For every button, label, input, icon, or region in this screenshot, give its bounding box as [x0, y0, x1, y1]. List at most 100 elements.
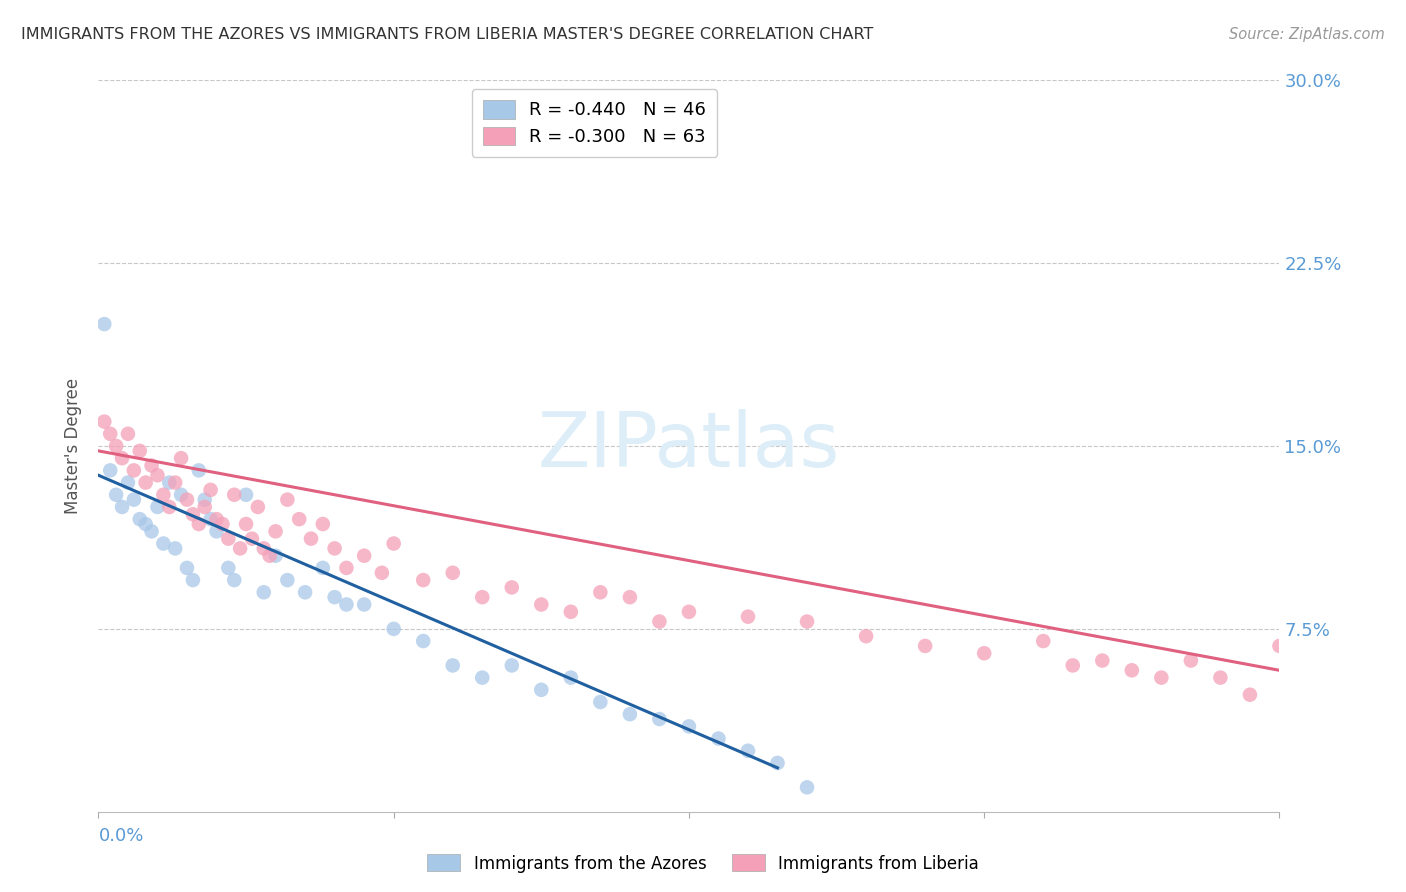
Point [382, 622, 405, 636]
Point [335, 561, 357, 575]
Point [371, 566, 394, 580]
Point [105, 439, 128, 453]
Point [619, 707, 641, 722]
Point [181, 508, 204, 522]
Point [1150, 671, 1173, 685]
Point [560, 605, 582, 619]
Point [589, 695, 612, 709]
Point [211, 516, 233, 531]
Point [312, 561, 335, 575]
Point [259, 549, 281, 563]
Point [737, 744, 759, 758]
Point [93, 415, 115, 429]
Point [382, 536, 405, 550]
Point [187, 516, 209, 531]
Point [353, 549, 375, 563]
Point [253, 541, 276, 556]
Point [187, 463, 209, 477]
Point [176, 492, 198, 507]
Legend: R = -0.440   N = 46, R = -0.300   N = 63: R = -0.440 N = 46, R = -0.300 N = 63 [472, 89, 717, 157]
Text: IMMIGRANTS FROM THE AZORES VS IMMIGRANTS FROM LIBERIA MASTER'S DEGREE CORRELATIO: IMMIGRANTS FROM THE AZORES VS IMMIGRANTS… [21, 27, 873, 42]
Point [796, 615, 818, 629]
Point [194, 492, 217, 507]
Point [200, 512, 222, 526]
Point [135, 475, 157, 490]
Point [98, 463, 121, 477]
Point [146, 468, 169, 483]
Point [98, 426, 121, 441]
Point [264, 549, 287, 563]
Point [412, 634, 434, 648]
Point [678, 719, 700, 733]
Point [678, 605, 700, 619]
Point [194, 500, 217, 514]
Point [176, 561, 198, 575]
Point [235, 516, 257, 531]
Point [93, 317, 115, 331]
Point [1062, 658, 1084, 673]
Point [530, 598, 553, 612]
Point [1121, 663, 1143, 677]
Point [648, 712, 671, 726]
Point [323, 590, 346, 604]
Point [135, 516, 157, 531]
Point [412, 573, 434, 587]
Point [737, 609, 759, 624]
Point [1268, 639, 1291, 653]
Text: ZIPatlas: ZIPatlas [537, 409, 841, 483]
Point [253, 585, 276, 599]
Point [205, 524, 228, 539]
Point [1239, 688, 1261, 702]
Point [501, 658, 523, 673]
Point [1032, 634, 1054, 648]
Point [170, 488, 193, 502]
Point [560, 671, 582, 685]
Point [117, 475, 139, 490]
Point [441, 566, 464, 580]
Point [105, 488, 128, 502]
Point [471, 671, 494, 685]
Point [299, 532, 322, 546]
Point [441, 658, 464, 673]
Point [157, 475, 180, 490]
Point [240, 532, 263, 546]
Point [146, 500, 169, 514]
Point [589, 585, 612, 599]
Point [128, 443, 150, 458]
Point [501, 581, 523, 595]
Point [128, 512, 150, 526]
Point [1180, 654, 1202, 668]
Point [353, 598, 375, 612]
Point [276, 573, 298, 587]
Point [217, 561, 239, 575]
Point [224, 573, 246, 587]
Point [170, 451, 193, 466]
Point [246, 500, 269, 514]
Point [1209, 671, 1232, 685]
Point [152, 488, 174, 502]
Point [530, 682, 553, 697]
Point [122, 492, 145, 507]
Point [648, 615, 671, 629]
Point [288, 512, 311, 526]
Point [181, 573, 204, 587]
Y-axis label: Master's Degree: Master's Degree [65, 378, 83, 514]
Point [796, 780, 818, 795]
Text: Source: ZipAtlas.com: Source: ZipAtlas.com [1229, 27, 1385, 42]
Point [294, 585, 316, 599]
Point [165, 475, 187, 490]
Point [205, 512, 228, 526]
Point [117, 426, 139, 441]
Point [973, 646, 995, 660]
Point [200, 483, 222, 497]
Point [471, 590, 494, 604]
Point [323, 541, 346, 556]
Point [224, 488, 246, 502]
Legend: Immigrants from the Azores, Immigrants from Liberia: Immigrants from the Azores, Immigrants f… [420, 847, 986, 880]
Point [111, 500, 134, 514]
Point [914, 639, 936, 653]
Point [157, 500, 180, 514]
Point [152, 536, 174, 550]
Point [165, 541, 187, 556]
Point [111, 451, 134, 466]
